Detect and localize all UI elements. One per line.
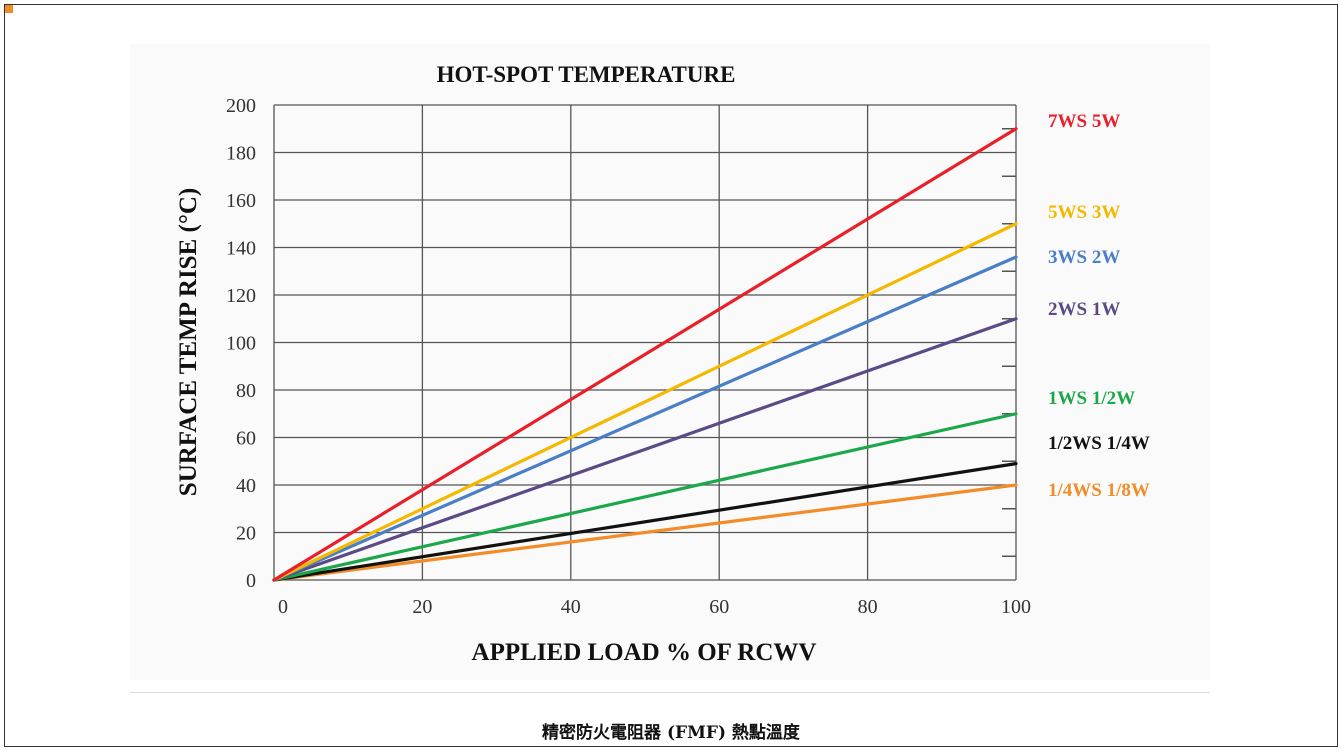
y-tick-label: 140 [226, 238, 256, 260]
y-tick-label: 120 [226, 285, 256, 307]
series-line [272, 483, 1018, 582]
y-tick-label: 160 [226, 190, 256, 212]
series-line [272, 222, 1018, 582]
y-tick-label: 60 [236, 428, 256, 450]
x-axis-label: APPLIED LOAD % OF RCWV [472, 639, 817, 666]
y-tick-label: 40 [236, 475, 256, 497]
x-tick-label: 60 [709, 596, 729, 618]
series-line [272, 127, 1018, 582]
x-tick-label: 80 [858, 596, 878, 618]
legend-entry: 1WS 1/2W [1048, 388, 1135, 409]
y-tick-label: 80 [236, 380, 256, 402]
series-line [272, 462, 1018, 582]
y-tick-label: 20 [236, 523, 256, 545]
figure-caption: 精密防火電阻器 (FMF) 熱點溫度 [542, 723, 800, 743]
y-tick-label: 100 [226, 333, 256, 355]
series-line [272, 317, 1018, 582]
chart-title: HOT-SPOT TEMPERATURE [437, 62, 736, 87]
x-tick-label: 40 [561, 596, 581, 618]
x-tick-label: 100 [1001, 596, 1031, 618]
legend-entry: 1/4WS 1/8W [1048, 480, 1150, 501]
legend-entry: 5WS 3W [1048, 202, 1120, 223]
y-tick-label: 0 [246, 570, 256, 592]
x-tick-label: 0 [278, 596, 288, 618]
legend-entry: 7WS 5W [1048, 111, 1120, 132]
legend-entry: 3WS 2W [1048, 247, 1120, 268]
y-axis-label: SURFACE TEMP RISE (°C) [175, 188, 202, 496]
series-line [272, 255, 1018, 582]
legend-entry: 1/2WS 1/4W [1048, 433, 1150, 454]
corner-marker [5, 5, 13, 13]
legend-entry: 2WS 1W [1048, 299, 1120, 320]
divider-line [130, 692, 1210, 693]
y-tick-label: 200 [226, 95, 256, 117]
hot-spot-chart: 0 20 40 60 80 100 120 140 160 180 200 0 20 40 60 80 100 7… [175, 62, 1150, 666]
x-tick-label: 20 [412, 596, 432, 618]
series-line [272, 412, 1018, 582]
y-tick-label: 180 [226, 143, 256, 165]
